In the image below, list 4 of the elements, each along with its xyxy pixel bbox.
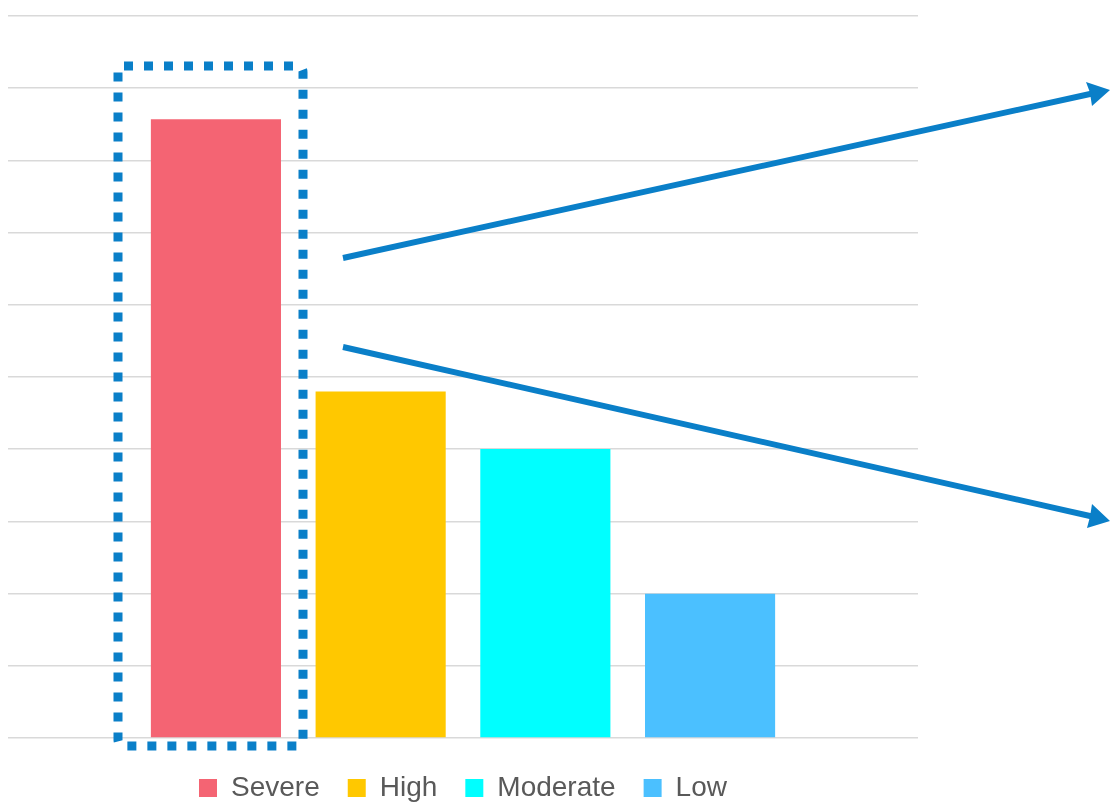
legend-label: Severe [231, 770, 320, 802]
legend-label: Low [675, 770, 728, 802]
legend-label: High [379, 770, 438, 802]
legend-label: Moderate [497, 770, 616, 802]
